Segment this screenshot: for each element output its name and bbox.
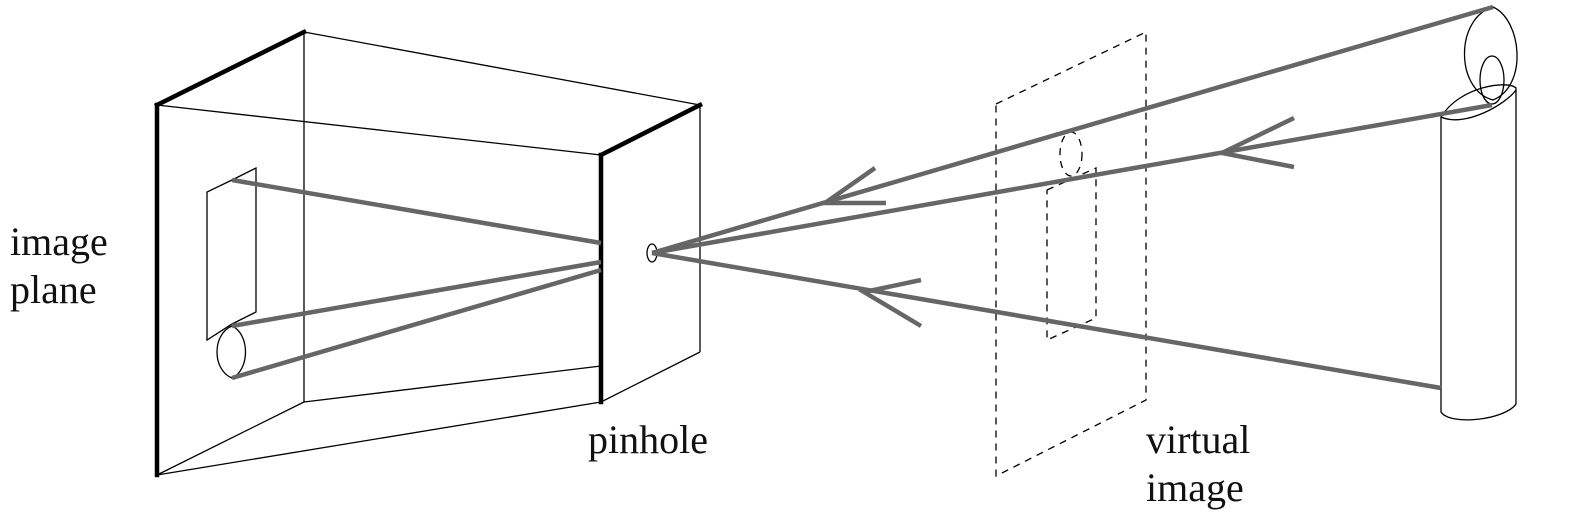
- ray-inside-to-image-top: [231, 177, 602, 246]
- box-edge-bottom-front: [156, 401, 602, 476]
- ray-inside-to-image-flame-bottom: [231, 267, 602, 381]
- box-edge-top-front: [156, 104, 602, 156]
- arrowhead-lower-ray: [857, 277, 923, 328]
- ray-candle-rim-to-pinhole: [651, 102, 1493, 256]
- box-edge-bottom-back: [303, 365, 602, 403]
- image-plane-label-line-1: image: [10, 219, 108, 264]
- ray-inside-to-image-flame-top: [231, 259, 602, 329]
- image-plane-top-edge: [153, 28, 308, 109]
- flame-inner-icon: [1479, 55, 1505, 105]
- camera-box-thick-edges: [153, 28, 704, 478]
- candle-top-rim: [1440, 89, 1517, 121]
- candle-body: [1440, 84, 1517, 421]
- virtual-image-label-line-2: image: [1146, 465, 1244, 510]
- virtual-plane-outline: [995, 30, 1147, 478]
- box-edge-back-bottom-diag: [156, 401, 305, 476]
- ray-flame-top-to-pinhole: [651, 4, 1494, 256]
- inverted-image: [206, 166, 257, 379]
- virtual-flame-icon: [1059, 131, 1083, 177]
- virtual-image-label: virtual image: [1146, 416, 1250, 512]
- inverted-flame-icon: [216, 325, 246, 379]
- box-edge-right-bottom: [600, 351, 701, 403]
- arrowhead-middle-ray: [1214, 115, 1295, 170]
- pinhole-label: pinhole: [588, 417, 708, 462]
- box-edge-top-back: [303, 31, 701, 106]
- inverted-candle-body: [206, 166, 257, 342]
- image-plane-label-line-2: plane: [10, 267, 97, 312]
- light-rays: [231, 4, 1494, 391]
- flame-outer-icon: [1464, 6, 1518, 101]
- image-plane-label: image plane: [10, 218, 108, 314]
- arrowhead-upper-ray: [817, 166, 886, 206]
- candle-object: [1440, 6, 1518, 421]
- virtual-image-plane: [995, 30, 1147, 478]
- camera-box: [156, 31, 701, 476]
- ray-arrowheads: [817, 115, 1295, 328]
- virtual-image-label-line-1: virtual: [1146, 417, 1251, 462]
- ray-candle-bottom-to-pinhole: [651, 250, 1442, 391]
- virtual-candle-body: [1046, 166, 1097, 342]
- pinhole-plane-top-edge: [597, 101, 704, 159]
